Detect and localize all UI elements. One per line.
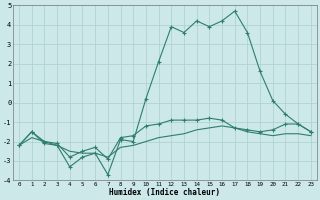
X-axis label: Humidex (Indice chaleur): Humidex (Indice chaleur) [109, 188, 220, 197]
